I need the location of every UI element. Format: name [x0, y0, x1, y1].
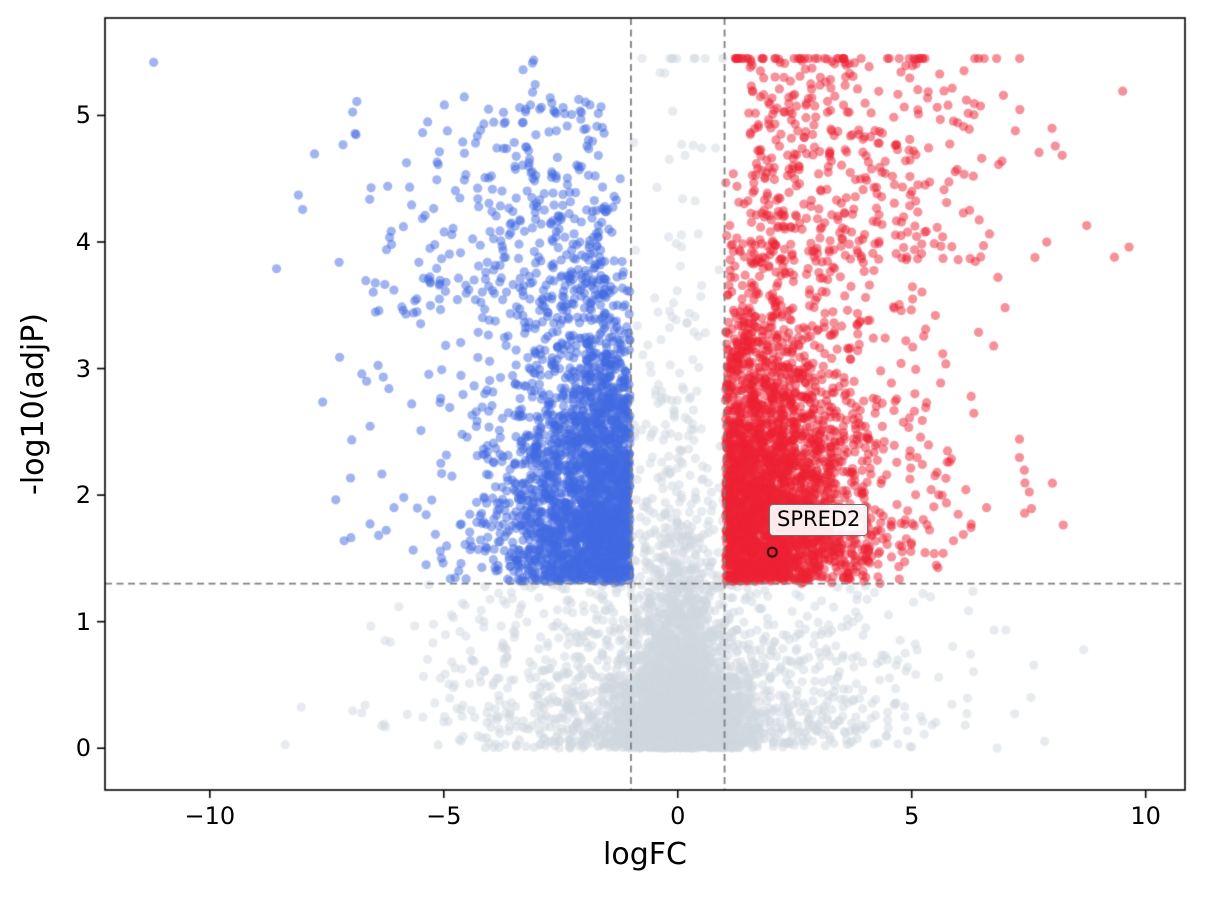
- x-axis-label: logFC: [603, 837, 687, 872]
- y-tick-label: 4: [75, 228, 91, 256]
- y-tick-label: 3: [75, 354, 91, 383]
- x-tick-label: −10: [184, 802, 236, 830]
- y-tick-label: 1: [75, 607, 91, 636]
- y-tick-label: 5: [75, 101, 91, 130]
- y-tick-label: 2: [75, 481, 91, 510]
- y-axis-label: -log10(adjP): [16, 313, 51, 495]
- y-tick-label: 0: [75, 734, 91, 763]
- annotation-spred2-label: SPRED2: [769, 503, 869, 536]
- x-tick-label: −5: [426, 802, 462, 830]
- x-tick-label: 0: [670, 802, 686, 830]
- x-tick-label: 5: [904, 802, 920, 830]
- x-tick-label: 10: [1130, 802, 1161, 830]
